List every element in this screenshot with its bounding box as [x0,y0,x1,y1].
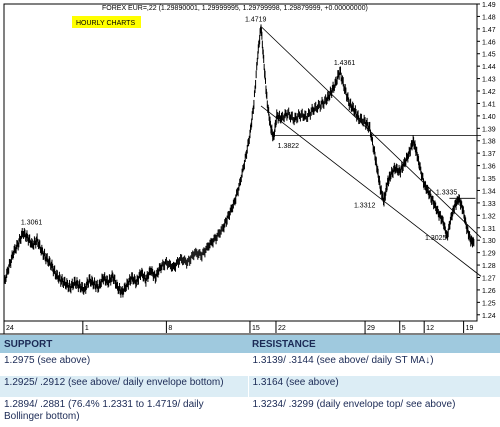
support-cell: 1.2894/ .2881 (76.4% 1.2331 to 1.4719/ d… [0,398,248,427]
price-chart: 1.24 1.25 1.26 1.27 1.28 1.29 1.30 1.31 1.32 1.33… [0,0,500,335]
y-tick-label: 1.28 [482,263,496,270]
y-tick-label: 1.41 [482,101,496,108]
y-tick-label: 1.24 [482,313,496,320]
y-tick-label: 1.37 [482,151,496,158]
y-tick-label: 1.36 [482,164,496,171]
x-tick-label: 1 [85,325,89,332]
y-tick-label: 1.49 [482,2,496,9]
price-annotation: 1.4361 [334,60,356,67]
support-header: SUPPORT [0,335,248,354]
y-tick-label: 1.33 [482,201,496,208]
support-cell: 1.2925/ .2912 (see above/ daily envelope… [0,376,248,398]
y-tick-label: 1.45 [482,52,496,59]
y-tick-label: 1.30 [482,238,496,245]
x-tick-label: 19 [466,325,474,332]
y-tick-label: 1.29 [482,251,496,258]
y-tick-label: 1.34 [482,188,496,195]
y-tick-label: 1.44 [482,64,496,71]
x-tick-label: 24 [6,325,14,332]
resistance-header: RESISTANCE [248,335,500,354]
price-annotation: 1.3335 [436,190,458,197]
y-tick-label: 1.31 [482,226,496,233]
table-row: 1.2975 (see above) 1.3139/ .3144 (see ab… [0,354,500,376]
price-annotation: 1.3061 [21,220,43,227]
resistance-cell: 1.3164 (see above) [248,376,500,398]
resistance-cell: 1.3234/ .3299 (daily envelope top/ see a… [248,398,500,427]
table-header-row: SUPPORT RESISTANCE [0,335,500,354]
price-annotation: 1.3025 [425,235,447,242]
table-row: 1.2925/ .2912 (see above/ daily envelope… [0,376,500,398]
x-tick-label: 12 [426,325,434,332]
y-tick-label: 1.40 [482,114,496,121]
y-tick-label: 1.46 [482,39,496,46]
table-row: 1.2894/ .2881 (76.4% 1.2331 to 1.4719/ d… [0,398,500,427]
y-tick-label: 1.39 [482,126,496,133]
support-cell: 1.2975 (see above) [0,354,248,376]
x-tick-label: 15 [252,325,260,332]
price-annotation: 1.3312 [354,202,376,209]
y-tick-label: 1.25 [482,300,496,307]
x-tick-label: 22 [278,325,286,332]
x-tick-label: 8 [168,325,172,332]
y-tick-label: 1.38 [482,139,496,146]
price-annotation: 1.3822 [278,143,300,150]
chart-panel: 1.24 1.25 1.26 1.27 1.28 1.29 1.30 1.31 1.32 1.33… [0,0,500,414]
y-tick-label: 1.26 [482,288,496,295]
y-tick-label: 1.42 [482,89,496,96]
x-tick-label: 5 [402,325,406,332]
y-tick-label: 1.43 [482,77,496,84]
resistance-cell: 1.3139/ .3144 (see above/ daily ST MA↓) [248,354,500,376]
y-tick-label: 1.35 [482,176,496,183]
y-tick-label: 1.47 [482,27,496,34]
x-tick-label: 29 [367,325,375,332]
y-tick-label: 1.48 [482,14,496,21]
hourly-charts-badge-label: HOURLY CHARTS [76,20,135,27]
price-annotation: 1.4719 [245,17,267,24]
support-resistance-table: SUPPORT RESISTANCE 1.2975 (see above) 1.… [0,335,500,427]
y-tick-label: 1.32 [482,213,496,220]
chart-title: FOREX EUR=,22 (1.29890001, 1.29999995, 1… [102,5,368,12]
y-tick-label: 1.27 [482,275,496,282]
